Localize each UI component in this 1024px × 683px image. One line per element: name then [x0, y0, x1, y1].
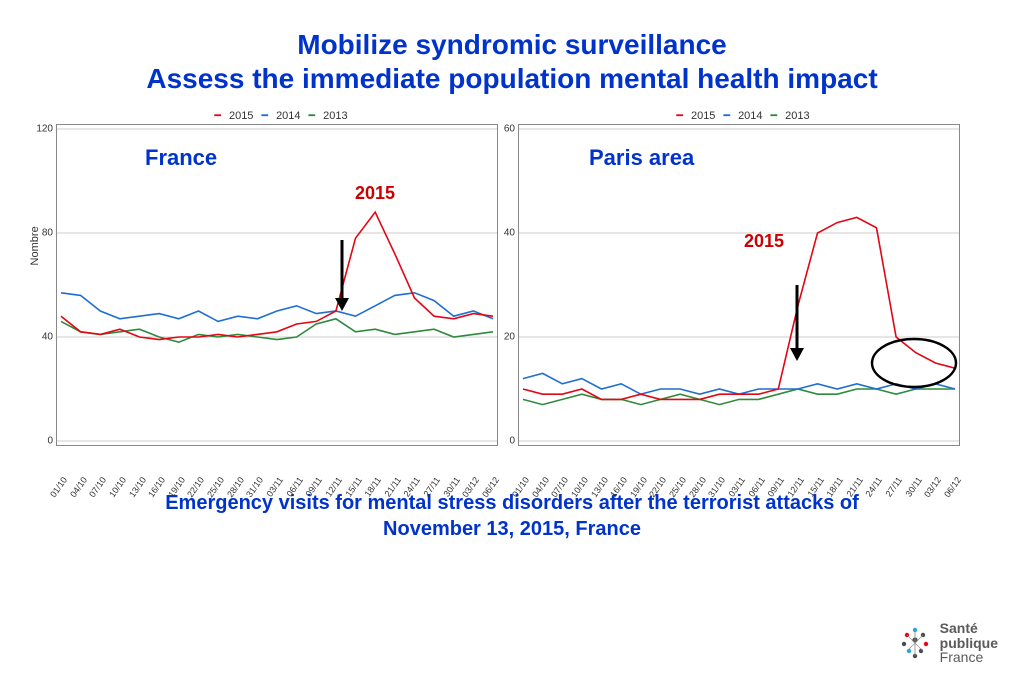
chart-france: ━2015━2014━2013 Nombre France 2015 04080… [56, 109, 506, 446]
plot-france: Nombre France 2015 04080120 01/1004/1007… [56, 124, 498, 446]
logo-text-l2: publique [940, 636, 998, 651]
logo-text-l1: Santé [940, 621, 998, 636]
page-title: Mobilize syndromic surveillance Assess t… [0, 0, 1024, 95]
legend-right: ━2015━2014━2013 [518, 109, 968, 122]
panel-label-france: France [145, 145, 217, 171]
logo-sante-publique-france: Santé publique France [898, 621, 998, 665]
chart-paris: ━2015━2014━2013 Paris area 2015 0204060 … [518, 109, 968, 446]
panel-label-paris: Paris area [589, 145, 694, 171]
caption-line-2: November 13, 2015, France [60, 516, 964, 542]
plot-svg-paris [519, 125, 959, 445]
plot-paris: Paris area 2015 0204060 01/1004/1007/101… [518, 124, 960, 446]
title-line-1: Mobilize syndromic surveillance [0, 28, 1024, 62]
series-label-france-2015: 2015 [355, 183, 395, 204]
legend-left: ━2015━2014━2013 [56, 109, 506, 122]
logo-text: Santé publique France [940, 621, 998, 665]
logo-text-l3: France [940, 650, 998, 665]
series-label-paris-2015: 2015 [744, 231, 784, 252]
title-line-2: Assess the immediate population mental h… [0, 62, 1024, 96]
plot-svg-france [57, 125, 497, 445]
logo-icon [898, 626, 932, 660]
charts-row: ━2015━2014━2013 Nombre France 2015 04080… [0, 109, 1024, 446]
